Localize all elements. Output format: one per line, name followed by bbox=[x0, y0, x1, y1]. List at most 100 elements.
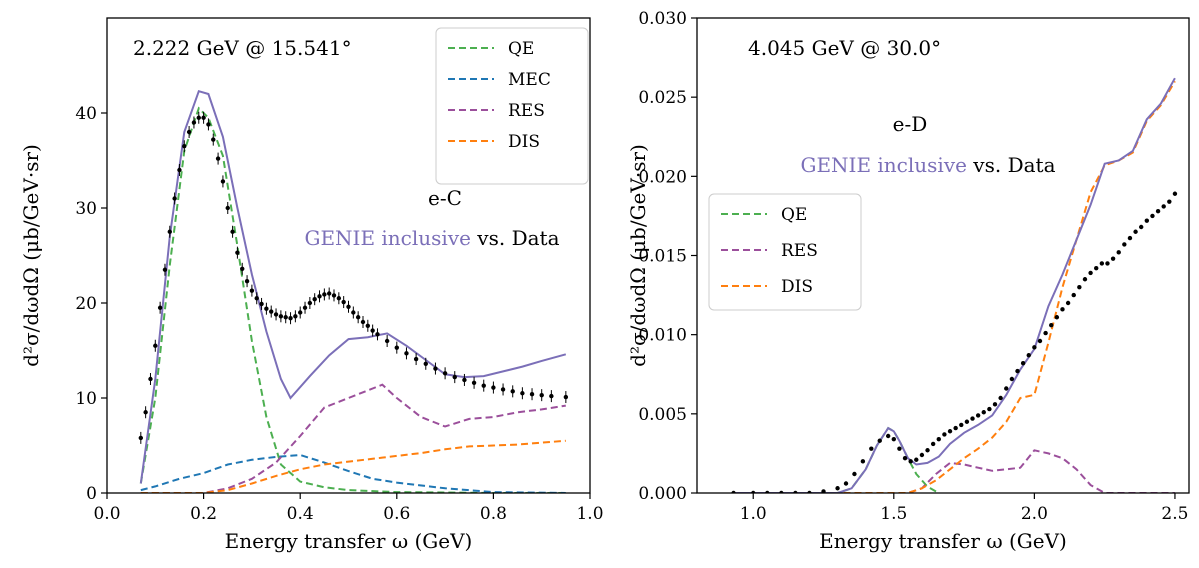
data-point bbox=[423, 361, 428, 366]
data-point bbox=[394, 345, 399, 350]
chart-panel-1: 0.0 0.2 0.4 0.6 0.8 1.0 0 10 20 30 40 Energy transf… bbox=[19, 17, 604, 553]
data-point bbox=[196, 115, 201, 120]
data-point bbox=[942, 432, 947, 437]
data-point bbox=[1049, 322, 1054, 328]
data-point bbox=[1060, 307, 1065, 312]
data-point bbox=[336, 296, 342, 301]
data-point bbox=[462, 377, 467, 383]
legend-frame bbox=[708, 193, 862, 311]
data-point bbox=[341, 299, 346, 305]
x-tick-label: 1.0 bbox=[576, 504, 603, 524]
data-point bbox=[1026, 353, 1031, 358]
x-tick-label: 1.0 bbox=[740, 504, 767, 524]
x-tick-label: 0.2 bbox=[190, 504, 217, 524]
data-point bbox=[1054, 315, 1060, 320]
data-point bbox=[298, 310, 303, 315]
data-point bbox=[1133, 229, 1138, 234]
series-res-line bbox=[140, 383, 566, 493]
legend-label-qe: QE bbox=[781, 205, 807, 225]
data-point bbox=[322, 292, 327, 297]
data-point bbox=[312, 297, 317, 302]
series-qe-line bbox=[733, 426, 940, 493]
data-point bbox=[167, 229, 172, 234]
data-point bbox=[317, 294, 322, 299]
data-point bbox=[157, 305, 163, 310]
data-point bbox=[278, 314, 284, 319]
data-point bbox=[1071, 292, 1076, 298]
x-tick-label: 0.4 bbox=[287, 504, 314, 524]
y-tick-label: 0.010 bbox=[638, 326, 687, 346]
legend-label-qe: QE bbox=[508, 39, 534, 59]
data-point bbox=[481, 383, 486, 388]
data-point bbox=[1122, 242, 1127, 247]
data-point bbox=[936, 436, 941, 442]
caption-data: vs. Data bbox=[967, 153, 1056, 177]
data-point bbox=[852, 471, 857, 477]
data-point bbox=[959, 422, 964, 428]
legend-label-dis: DIS bbox=[781, 277, 813, 297]
data-point bbox=[182, 144, 187, 149]
data-point bbox=[1088, 270, 1093, 276]
y-axis-label: d²σ/dωdΩ (μb/GeV·sr) bbox=[19, 144, 43, 367]
data-point bbox=[835, 486, 840, 491]
data-point bbox=[925, 448, 930, 453]
data-point bbox=[172, 196, 177, 201]
data-point bbox=[981, 410, 986, 415]
legend-label-res: RES bbox=[781, 241, 818, 261]
data-point bbox=[914, 457, 919, 462]
plot-area bbox=[731, 77, 1178, 493]
legend-frame bbox=[435, 27, 589, 185]
data-point bbox=[264, 306, 269, 311]
y-tick-label: 0.015 bbox=[638, 247, 687, 267]
data-point bbox=[1110, 256, 1116, 261]
data-point bbox=[1144, 218, 1150, 223]
data-point bbox=[919, 452, 925, 458]
data-point bbox=[331, 293, 337, 298]
data-point bbox=[1105, 261, 1110, 266]
y-tick-label: 0.030 bbox=[638, 9, 687, 29]
data-point bbox=[1155, 208, 1161, 214]
legend-label-mec: MEC bbox=[508, 70, 551, 90]
data-point bbox=[351, 310, 356, 315]
data-point bbox=[259, 301, 264, 307]
comparison-caption: GENIE inclusive vs. Data bbox=[304, 226, 559, 250]
caption-genie: GENIE inclusive bbox=[800, 153, 966, 177]
caption-data: vs. Data bbox=[471, 226, 560, 250]
data-point bbox=[211, 137, 216, 142]
data-point bbox=[201, 115, 206, 120]
data-point bbox=[1004, 386, 1009, 391]
data-point bbox=[177, 167, 182, 173]
data-point bbox=[953, 425, 958, 431]
data-point bbox=[1037, 338, 1043, 344]
y-tick-label: 0.025 bbox=[638, 88, 687, 108]
data-point bbox=[947, 429, 953, 434]
data-point bbox=[1043, 330, 1048, 336]
data-point bbox=[1015, 368, 1020, 374]
data-point bbox=[1116, 250, 1121, 255]
data-point bbox=[843, 481, 849, 486]
data-point bbox=[908, 459, 913, 464]
y-tick-label: 0.000 bbox=[638, 484, 687, 504]
axes-frame bbox=[106, 17, 591, 494]
caption-genie: GENIE inclusive bbox=[304, 226, 470, 250]
data-point bbox=[240, 266, 245, 271]
data-point bbox=[148, 376, 153, 382]
y-tick-label: 0.020 bbox=[638, 167, 687, 187]
data-point bbox=[230, 229, 235, 234]
data-point bbox=[215, 156, 221, 161]
data-point bbox=[1065, 300, 1071, 306]
data-point bbox=[1094, 265, 1099, 271]
beam-annotation: 4.045 GeV @ 30.0° bbox=[748, 36, 941, 60]
data-point bbox=[153, 343, 158, 348]
target-label: e-C bbox=[428, 186, 462, 210]
x-tick-label: 0.0 bbox=[93, 504, 120, 524]
data-point bbox=[1020, 360, 1026, 366]
data-point bbox=[471, 380, 477, 385]
comparison-caption: GENIE inclusive vs. Data bbox=[800, 153, 1055, 177]
data-point bbox=[442, 371, 448, 376]
data-point bbox=[235, 250, 240, 255]
data-point bbox=[877, 438, 882, 443]
data-point bbox=[375, 332, 380, 337]
data-point bbox=[529, 392, 535, 397]
